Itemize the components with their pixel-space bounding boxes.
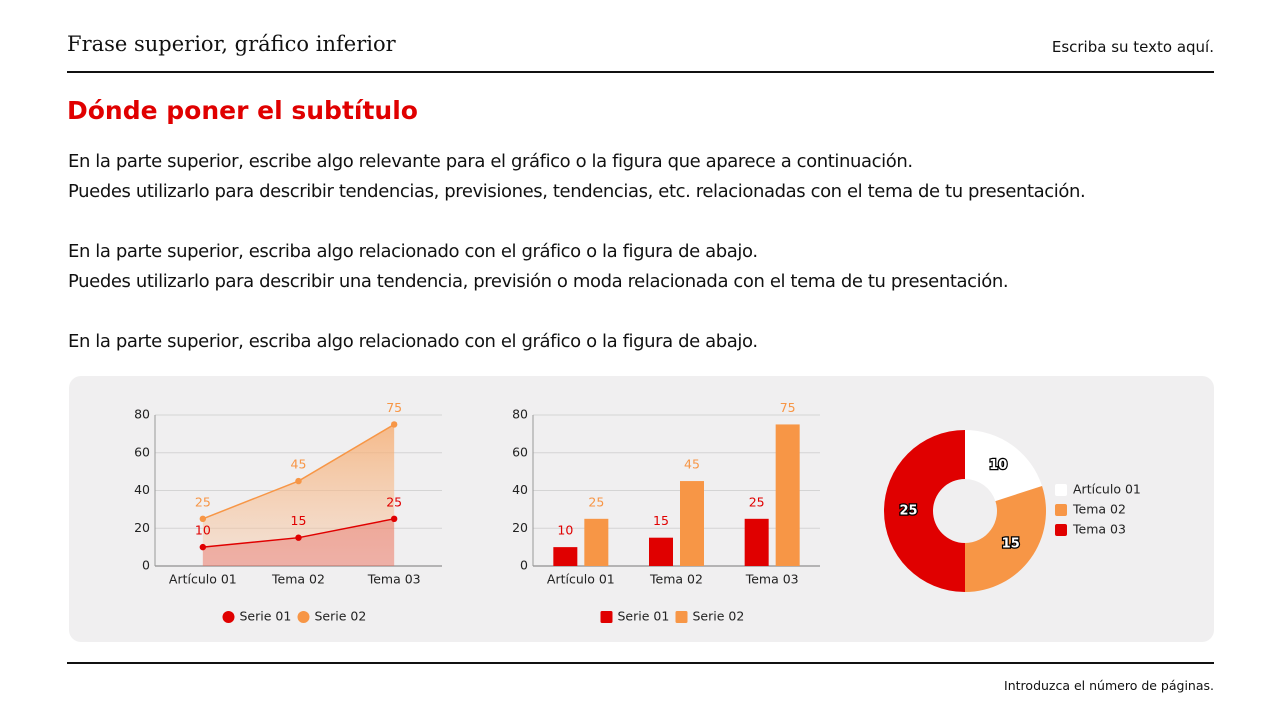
legend-marker	[1055, 524, 1067, 536]
legend-marker	[222, 611, 235, 623]
x-tick-label: Tema 02	[271, 572, 325, 587]
y-tick-label: 40	[512, 482, 528, 497]
legend-marker	[600, 611, 613, 623]
legend-label: Serie 01	[240, 609, 292, 624]
data-point	[390, 421, 398, 428]
header-note: Escriba su texto aquí.	[1051, 38, 1214, 56]
bar	[744, 518, 769, 566]
data-label: 10	[557, 523, 573, 538]
y-tick-label: 40	[134, 482, 150, 497]
paragraph: En la parte superior, escriba algo relac…	[68, 327, 1085, 357]
subtitle: Dónde poner el subtítulo	[67, 96, 418, 125]
legend-label: Tema 03	[1072, 522, 1126, 537]
donut-slice	[884, 430, 965, 592]
header-title: Frase superior, gráfico inferior	[67, 32, 396, 56]
data-label: 75	[780, 400, 796, 415]
paragraph: En la parte superior, escribe algo relev…	[68, 147, 1086, 207]
text-line: En la parte superior, escribe algo relev…	[68, 151, 913, 172]
y-tick-label: 60	[512, 444, 528, 459]
y-tick-label: 20	[512, 520, 528, 535]
text-line: Puedes utilizarlo para describir una ten…	[68, 271, 1009, 292]
footer-rule	[67, 662, 1214, 664]
bar	[584, 518, 609, 566]
data-point	[295, 477, 302, 485]
data-point	[390, 515, 398, 523]
bar	[553, 547, 578, 566]
y-tick-label: 20	[134, 520, 150, 535]
data-label: 10	[989, 458, 1007, 473]
data-label: 15	[1002, 537, 1020, 552]
legend-marker	[675, 611, 688, 623]
y-tick-label: 0	[520, 558, 528, 573]
header-rule	[67, 71, 1214, 73]
data-label: 25	[749, 494, 765, 509]
legend-marker	[1055, 484, 1067, 496]
bar	[649, 537, 673, 566]
data-label: 45	[291, 457, 307, 472]
x-tick-label: Artículo 01	[169, 572, 237, 587]
bar	[775, 424, 800, 566]
y-tick-label: 0	[142, 558, 150, 573]
donut-slice	[965, 485, 1046, 592]
text-line: En la parte superior, escriba algo relac…	[68, 241, 758, 262]
data-label: 25	[386, 494, 402, 509]
y-tick-label: 80	[512, 407, 528, 422]
legend-label: Serie 01	[618, 609, 670, 624]
data-point	[199, 543, 207, 551]
legend-label: Serie 02	[693, 609, 745, 624]
legend-label: Artículo 01	[1073, 482, 1141, 497]
data-label: 25	[588, 494, 604, 509]
x-tick-label: Tema 03	[367, 572, 421, 587]
x-tick-label: Tema 03	[745, 572, 799, 587]
area-fill	[202, 424, 395, 566]
text-line: En la parte superior, escriba algo relac…	[68, 331, 758, 352]
legend-label: Tema 02	[1072, 502, 1126, 517]
paragraph: En la parte superior, escriba algo relac…	[68, 237, 1085, 297]
area-fill	[202, 518, 395, 566]
y-tick-label: 60	[134, 444, 150, 459]
data-label: 15	[653, 513, 669, 528]
text-line: Puedes utilizarlo para describir tendenc…	[68, 181, 1086, 202]
legend-marker	[1055, 504, 1067, 516]
footer: Introduzca el número de páginas.	[1004, 678, 1214, 693]
body-text: En la parte superior, escribe algo relev…	[68, 147, 1086, 387]
data-label: 45	[684, 457, 700, 472]
x-tick-label: Tema 02	[649, 572, 703, 587]
x-tick-label: Artículo 01	[547, 572, 615, 587]
data-label: 75	[386, 400, 402, 415]
data-point	[199, 515, 207, 523]
bar	[680, 481, 704, 566]
y-tick-label: 80	[134, 407, 150, 422]
data-label: 25	[195, 494, 211, 509]
data-label: 10	[195, 523, 211, 538]
data-label: 25	[899, 504, 917, 519]
legend-label: Serie 02	[315, 609, 367, 624]
legend-marker	[297, 611, 310, 623]
data-label: 15	[291, 513, 307, 528]
donut-slice	[965, 430, 1043, 502]
data-point	[295, 534, 302, 541]
